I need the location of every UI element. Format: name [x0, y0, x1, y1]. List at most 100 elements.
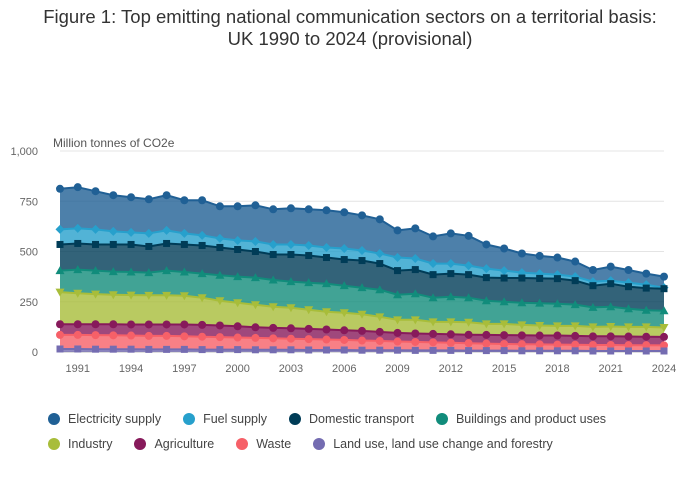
- point-electricity-supply: [588, 265, 597, 274]
- legend-item-domestic-transport[interactable]: Domestic transport: [289, 412, 414, 426]
- point-waste: [375, 336, 384, 345]
- legend-swatch-fuel-supply: [183, 412, 196, 425]
- point-industry: [197, 294, 207, 303]
- x-tick-label: 1991: [66, 363, 90, 375]
- y-tick-label: 250: [20, 297, 38, 309]
- point-land-use-land-use-change-and-forestry: [198, 346, 206, 354]
- point-fuel-supply: [108, 226, 118, 236]
- point-domestic-transport: [322, 254, 330, 262]
- point-agriculture: [375, 327, 384, 336]
- series-agriculture: [56, 320, 668, 341]
- point-electricity-supply: [286, 204, 295, 213]
- point-agriculture: [56, 320, 64, 329]
- point-waste: [322, 335, 331, 344]
- point-land-use-land-use-change-and-forestry: [500, 347, 508, 355]
- point-domestic-transport: [642, 284, 650, 292]
- legend-item-electricity-supply[interactable]: Electricity supply: [48, 412, 161, 426]
- legend-item-fuel-supply[interactable]: Fuel supply: [183, 412, 267, 426]
- area-buildings-and-product-uses: [60, 269, 664, 328]
- x-tick-label: 1994: [119, 363, 143, 375]
- point-land-use-land-use-change-and-forestry: [589, 347, 597, 355]
- point-domestic-transport: [358, 257, 366, 265]
- point-waste: [588, 340, 597, 349]
- point-electricity-supply: [553, 253, 562, 262]
- y-tick-label: 500: [20, 247, 38, 259]
- point-land-use-land-use-change-and-forestry: [411, 346, 419, 354]
- point-agriculture: [286, 324, 295, 333]
- point-buildings-and-product-uses: [179, 267, 189, 276]
- point-fuel-supply: [55, 224, 65, 234]
- point-electricity-supply: [358, 211, 366, 220]
- point-electricity-supply: [269, 205, 278, 214]
- point-buildings-and-product-uses: [126, 267, 136, 276]
- point-industry: [623, 323, 633, 332]
- point-electricity-supply: [571, 257, 580, 266]
- legend-item-waste[interactable]: Waste: [236, 437, 291, 451]
- point-buildings-and-product-uses: [250, 273, 260, 282]
- point-waste: [56, 330, 64, 339]
- legend-row-1: Electricity supply Fuel supply Domestic …: [48, 406, 688, 431]
- point-waste: [642, 341, 651, 350]
- point-agriculture: [464, 330, 473, 339]
- point-domestic-transport: [198, 241, 206, 249]
- point-domestic-transport: [660, 285, 668, 293]
- point-industry: [499, 320, 509, 329]
- point-domestic-transport: [305, 252, 313, 260]
- point-land-use-land-use-change-and-forestry: [376, 346, 384, 354]
- point-land-use-land-use-change-and-forestry: [536, 347, 544, 355]
- point-waste: [624, 341, 633, 350]
- point-domestic-transport: [287, 251, 295, 259]
- point-waste: [91, 331, 100, 340]
- point-agriculture: [109, 320, 118, 329]
- point-land-use-land-use-change-and-forestry: [607, 347, 615, 355]
- point-domestic-transport: [607, 280, 615, 288]
- point-waste: [411, 337, 420, 346]
- point-domestic-transport: [92, 240, 100, 248]
- legend-label-agriculture: Agriculture: [154, 436, 215, 451]
- point-waste: [340, 335, 349, 344]
- point-industry: [126, 291, 136, 300]
- legend-item-industry[interactable]: Industry: [48, 437, 112, 451]
- chart-plot-area: 0 250 500 750 1,000 1991 1994 1997 2000 2003 2006 2…: [10, 146, 676, 375]
- series-waste: [56, 330, 668, 350]
- x-tick-label: 2015: [492, 363, 516, 375]
- point-fuel-supply: [339, 243, 349, 253]
- legend-item-buildings[interactable]: Buildings and product uses: [435, 412, 606, 426]
- point-waste: [358, 336, 366, 345]
- area-electricity-supply: [60, 187, 664, 288]
- point-land-use-land-use-change-and-forestry: [305, 346, 313, 354]
- point-industry: [179, 292, 189, 301]
- point-buildings-and-product-uses: [108, 267, 118, 276]
- point-electricity-supply: [464, 231, 473, 240]
- point-industry: [606, 322, 616, 331]
- chart-legend: Electricity supply Fuel supply Domestic …: [48, 406, 688, 456]
- point-buildings-and-product-uses: [535, 298, 545, 307]
- point-buildings-and-product-uses: [499, 297, 509, 306]
- point-electricity-supply: [91, 187, 100, 196]
- point-buildings-and-product-uses: [641, 305, 651, 314]
- point-fuel-supply: [375, 249, 385, 259]
- point-agriculture: [91, 320, 100, 329]
- point-land-use-land-use-change-and-forestry: [234, 346, 242, 354]
- legend-item-land-use[interactable]: Land use, land use change and forestry: [313, 437, 553, 451]
- point-buildings-and-product-uses: [623, 304, 633, 313]
- legend-item-agriculture[interactable]: Agriculture: [134, 437, 214, 451]
- y-tick-label: 0: [32, 347, 38, 359]
- point-agriculture: [304, 324, 313, 333]
- point-land-use-land-use-change-and-forestry: [180, 345, 188, 353]
- point-land-use-land-use-change-and-forestry: [74, 345, 82, 353]
- x-tick-label: 2000: [225, 363, 249, 375]
- point-electricity-supply: [624, 265, 633, 274]
- point-agriculture: [429, 329, 438, 338]
- point-land-use-land-use-change-and-forestry: [92, 345, 100, 353]
- point-agriculture: [127, 320, 136, 329]
- point-electricity-supply: [109, 191, 118, 200]
- point-agriculture: [606, 332, 615, 341]
- point-agriculture: [73, 320, 82, 329]
- point-domestic-transport: [624, 283, 632, 291]
- point-waste: [553, 340, 562, 349]
- point-buildings-and-product-uses: [339, 281, 349, 290]
- point-fuel-supply: [357, 245, 367, 255]
- x-tick-label: 2006: [332, 363, 356, 375]
